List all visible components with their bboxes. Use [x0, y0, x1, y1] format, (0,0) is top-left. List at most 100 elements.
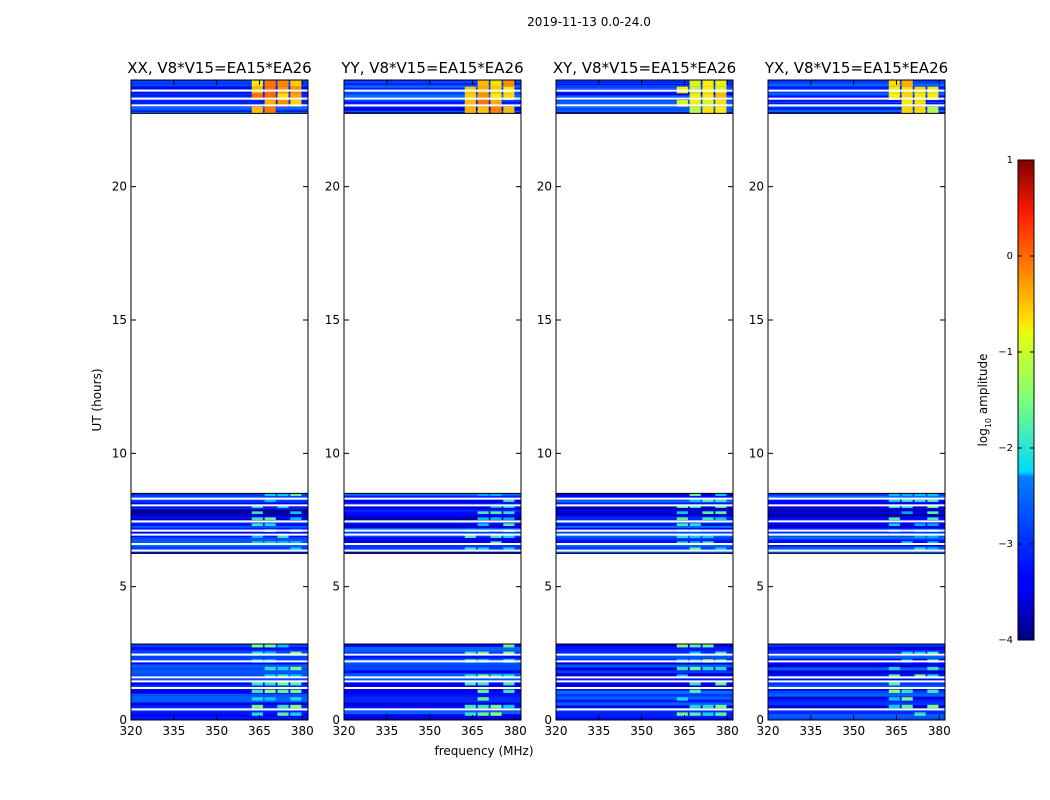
noise-strip — [556, 109, 733, 112]
rfi-cell — [702, 644, 714, 648]
rfi-cell — [251, 505, 263, 509]
rfi-cell — [477, 712, 489, 716]
rfi-cell — [251, 682, 263, 686]
noise-strip — [768, 525, 945, 529]
noise-strip — [768, 81, 945, 83]
rfi-cell — [277, 541, 289, 545]
rfi-cell — [477, 704, 489, 709]
noise-strip — [344, 687, 521, 692]
x-tick-label: 335 — [587, 724, 610, 738]
noise-strip — [131, 82, 308, 85]
noise-strip — [768, 655, 945, 659]
rfi-cell — [251, 644, 263, 648]
noise-strip — [344, 646, 521, 651]
rfi-cell — [702, 499, 714, 503]
noise-strip — [556, 502, 733, 506]
x-tick-label: 365 — [461, 724, 484, 738]
rfi-cell — [888, 493, 900, 497]
noise-strip — [344, 100, 521, 103]
noise-strip — [556, 687, 733, 692]
rfi-cell — [927, 499, 939, 503]
rfi-cell — [503, 505, 515, 509]
colorbar-tick-label: 1 — [1007, 155, 1013, 166]
noise-strip — [344, 518, 521, 522]
rfi-cell — [689, 541, 701, 545]
rfi-cell — [927, 93, 939, 100]
noise-strip — [768, 690, 945, 694]
rfi-cell — [464, 106, 476, 114]
noise-strip — [344, 551, 521, 554]
rfi-cell — [927, 704, 939, 709]
rfi-cell — [901, 651, 913, 656]
noise-strip — [556, 658, 733, 662]
rfi-cell — [251, 517, 263, 521]
rfi-cell — [490, 674, 502, 678]
noise-strip — [556, 511, 733, 515]
rfi-cell — [277, 674, 289, 678]
rfi-cell — [676, 674, 688, 678]
y-tick-label: 5 — [332, 580, 340, 594]
noise-strip — [344, 103, 521, 105]
rfi-cell — [477, 523, 489, 527]
noise-strip — [344, 87, 521, 90]
x-tick-label: 350 — [842, 724, 865, 738]
rfi-cell — [477, 493, 489, 497]
rfi-cell — [277, 666, 289, 671]
panel-frame — [767, 79, 946, 721]
noise-strip — [556, 82, 733, 85]
noise-strip — [344, 673, 521, 677]
y-tick-label: 15 — [537, 313, 552, 327]
noise-strip — [131, 83, 308, 86]
noise-strip — [768, 705, 945, 709]
rfi-cell — [290, 547, 302, 551]
noise-strip — [556, 670, 733, 674]
noise-strip — [131, 673, 308, 677]
noise-strip — [131, 502, 308, 506]
noise-strip — [344, 80, 521, 82]
rfi-cell — [251, 704, 263, 709]
noise-strip — [131, 103, 308, 105]
x-tick-label: 335 — [799, 724, 822, 738]
rfi-cell — [264, 674, 276, 678]
noise-strip — [131, 85, 308, 87]
rfi-cell — [676, 505, 688, 509]
panel-yx: YX, V8*V15=EA15*EA26 320 335 350 365 380 0 5 10 1… — [749, 59, 951, 738]
noise-strip — [344, 83, 521, 86]
rfi-cell — [277, 80, 289, 87]
rfi-cell — [927, 666, 939, 671]
rfi-cell — [676, 535, 688, 539]
noise-strip — [556, 106, 733, 109]
noise-strip — [344, 495, 521, 499]
noise-strip — [131, 687, 308, 692]
noise-strip — [131, 649, 308, 654]
noise-strip — [768, 537, 945, 540]
noise-strip — [556, 696, 733, 700]
rfi-cell — [927, 523, 939, 527]
noise-strip — [556, 702, 733, 706]
noise-strip — [556, 108, 733, 110]
noise-strip — [768, 551, 945, 554]
rfi-cell — [477, 511, 489, 515]
rfi-cell — [490, 517, 502, 521]
noise-strip — [556, 516, 733, 520]
rfi-cell — [715, 511, 727, 515]
rfi-cell — [715, 547, 727, 551]
rfi-cell — [290, 511, 302, 515]
rfi-cell — [464, 651, 476, 656]
rfi-cell — [477, 547, 489, 551]
noise-strip — [131, 100, 308, 103]
rfi-cell — [490, 93, 502, 100]
rfi-cell — [464, 547, 476, 551]
rfi-cell — [290, 541, 302, 545]
noise-strip — [344, 682, 521, 686]
rfi-cell — [464, 704, 476, 709]
rfi-cell — [290, 93, 302, 100]
rfi-cell — [490, 505, 502, 509]
noise-strip — [556, 717, 733, 721]
noise-strip — [556, 705, 733, 709]
rfi-cell — [264, 697, 276, 701]
noise-strip — [344, 525, 521, 529]
x-tick-label: 350 — [630, 724, 653, 738]
noise-strip — [131, 109, 308, 112]
